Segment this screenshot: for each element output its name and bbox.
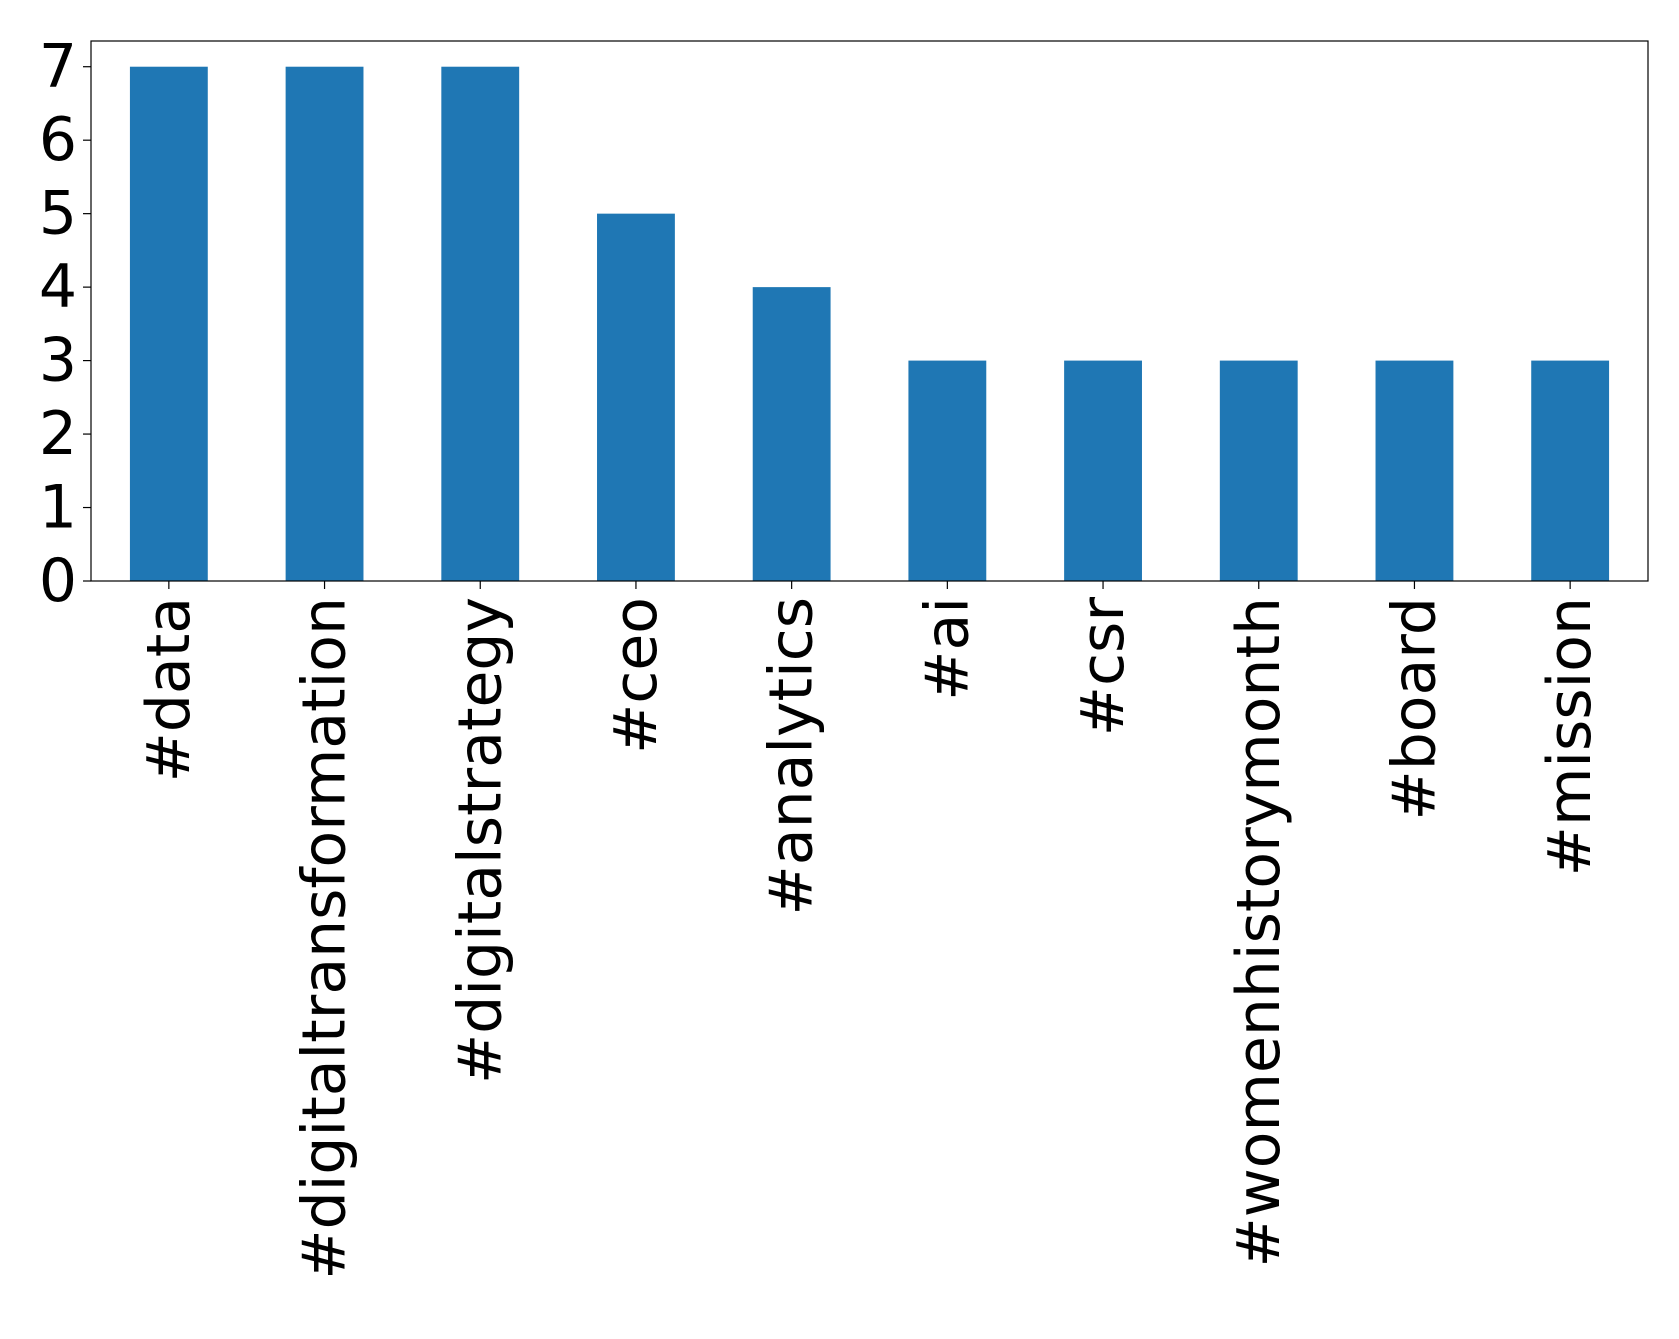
bar (441, 66, 520, 581)
bar (1375, 360, 1454, 581)
y-tick-label: 1 (39, 473, 77, 543)
bar (1531, 360, 1610, 581)
x-tick-label: #womenhistorymonth (1224, 597, 1294, 1268)
plot-frame (90, 40, 1649, 582)
y-tick-label: 2 (39, 399, 77, 469)
x-tick-label: #board (1379, 597, 1449, 821)
y-tick-label: 4 (39, 252, 77, 322)
y-tick-label: 3 (39, 326, 77, 396)
x-tick-label: #digitalstrategy (445, 597, 515, 1084)
x-tick-label: #ceo (601, 597, 671, 754)
x-tick-label: #ai (912, 597, 982, 701)
x-tick-label: #mission (1535, 597, 1605, 876)
bar (908, 360, 987, 581)
bar (285, 66, 364, 581)
y-tick-label: 7 (39, 32, 77, 102)
x-tick-label: #analytics (757, 597, 827, 915)
bar (1064, 360, 1142, 581)
bar (597, 213, 675, 581)
y-tick-label: 5 (39, 179, 77, 249)
x-tick-label: #digitaltransformation (290, 597, 360, 1280)
y-tick-label: 6 (39, 105, 77, 175)
x-tick-label: #csr (1068, 597, 1138, 737)
bar (1219, 360, 1298, 581)
bar (752, 287, 831, 581)
bar (129, 66, 208, 581)
x-tick-label: #data (134, 597, 204, 782)
y-tick-label: 0 (39, 546, 77, 616)
